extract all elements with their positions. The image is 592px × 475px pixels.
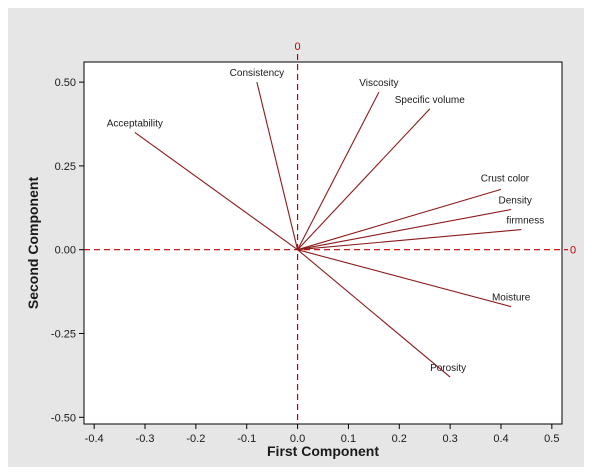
x-tick-label: 0.3 (442, 433, 457, 445)
vector-label-density: Density (498, 195, 531, 206)
vector-acceptability (134, 131, 298, 251)
x-tick-label: 0.4 (493, 433, 508, 445)
vector-porosity (297, 249, 451, 378)
vector-consistency (256, 81, 299, 250)
y-tick-label: -0.25 (51, 329, 76, 341)
vector-label-firmness: firmness (506, 216, 544, 227)
y-tick-label: 0.25 (55, 161, 76, 173)
x-tick-label: -0.1 (237, 433, 256, 445)
y-tick-label: 0.50 (55, 77, 76, 89)
reference-line-x-label: 0 (295, 41, 301, 53)
ticks-layer: -0.4 -0.3 -0.2 -0.1 0.0 0.1 0.2 0.3 0.4 0.5 -0.50 -… (51, 77, 560, 445)
vector-label-specific-volume: Specific volume (395, 95, 465, 106)
chart-background: -0.4 -0.3 -0.2 -0.1 0.0 0.1 0.2 0.3 0.4 0.5 -0.50 -… (8, 8, 584, 467)
loading-plot: -0.4 -0.3 -0.2 -0.1 0.0 0.1 0.2 0.3 0.4 0.5 -0.50 -… (25, 41, 576, 459)
variable-vectors: Consistency Viscosity Specific volume Accep… (107, 68, 544, 378)
vector-label-consistency: Consistency (230, 68, 284, 79)
x-axis-title: First Component (267, 443, 379, 459)
x-tick-label: -0.3 (136, 433, 155, 445)
vector-label-viscosity: Viscosity (359, 78, 398, 89)
x-tick-label: 0.0 (290, 433, 305, 445)
x-tick-label: -0.2 (186, 433, 205, 445)
vector-density (297, 208, 512, 251)
vector-label-porosity: Porosity (430, 363, 466, 374)
vector-label-crust-color: Crust color (481, 173, 530, 184)
y-tick-label: -0.50 (51, 412, 76, 424)
plot-area (83, 61, 563, 425)
x-tick-label: -0.4 (85, 433, 104, 445)
y-tick-label: 0.00 (55, 245, 76, 257)
y-axis-title: Second Component (25, 177, 41, 310)
reference-line-y-label: 0 (570, 245, 576, 257)
vector-viscosity (297, 91, 380, 250)
x-tick-label: 0.5 (544, 433, 559, 445)
vector-firmness (297, 229, 522, 251)
x-tick-label: 0.1 (341, 433, 356, 445)
vector-crust-color (297, 188, 502, 251)
reference-lines: 0 0 (84, 41, 576, 424)
vector-label-moisture: Moisture (492, 293, 531, 304)
x-tick-label: 0.2 (392, 433, 407, 445)
vector-specific-volume (297, 108, 431, 251)
vector-moisture (297, 249, 512, 308)
vector-label-acceptability: Acceptability (107, 118, 163, 129)
